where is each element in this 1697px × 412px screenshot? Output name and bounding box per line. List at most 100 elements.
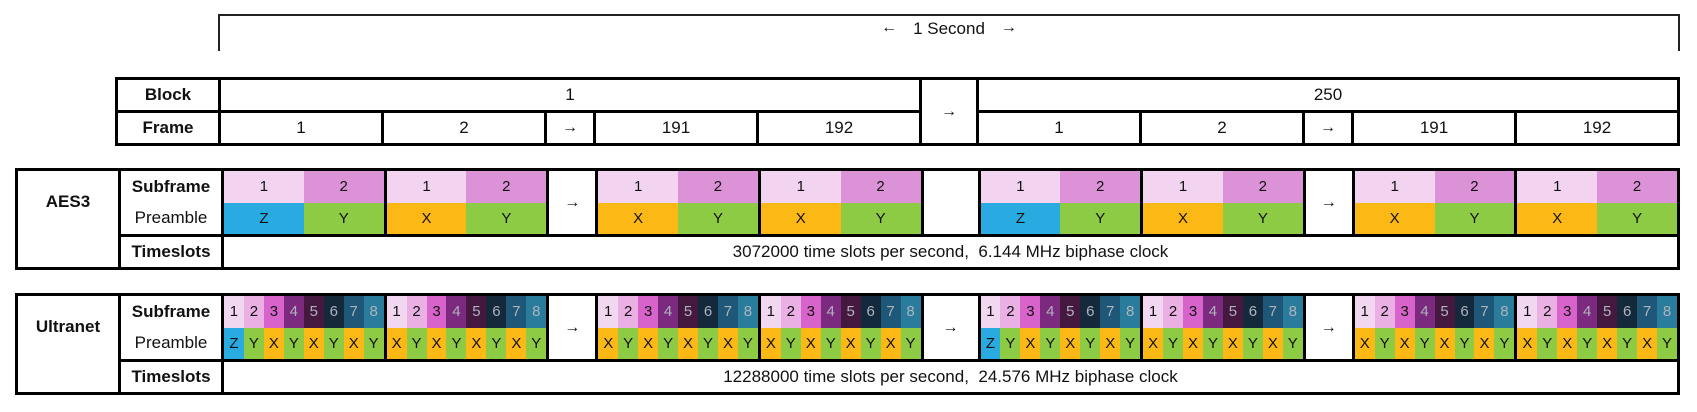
preamble-row-label: Preamble bbox=[134, 208, 208, 228]
ultranet-timeslots-text: 12288000 time slots per second, 24.576 M… bbox=[224, 362, 1677, 392]
frame-separator-arrow-icon: → bbox=[547, 113, 593, 143]
preamble-cell: Y bbox=[860, 327, 881, 359]
frame-cell: 1 bbox=[979, 113, 1139, 143]
subframe-number-cell: 3 bbox=[1394, 296, 1415, 328]
subframe-number-cell: 8 bbox=[737, 296, 758, 328]
subframe-number-cell: 6 bbox=[486, 296, 507, 328]
preamble-cell: Y bbox=[1597, 202, 1677, 234]
preamble-cell: X bbox=[1434, 327, 1455, 359]
subframe-number-cell: 8 bbox=[1282, 296, 1303, 328]
subframe-number-cell: 2 bbox=[1163, 296, 1184, 328]
preamble-cell: X bbox=[1557, 327, 1578, 359]
subframe-number-cell: 8 bbox=[1657, 296, 1677, 328]
subframe-number-cell: 6 bbox=[1242, 296, 1263, 328]
block-frame-table: Block Frame 1 → 250 1 2 → 191 192 1 2 → … bbox=[115, 77, 1680, 146]
subframe-row-label: Subframe bbox=[131, 301, 211, 321]
subframe-number-cell: 4 bbox=[1202, 296, 1223, 328]
subframe-number-cell: 5 bbox=[1060, 296, 1081, 328]
subframe-number-cell: 1 bbox=[598, 296, 619, 328]
subframe-number-cell: 4 bbox=[658, 296, 679, 328]
preamble-cell: X bbox=[1354, 202, 1435, 234]
preamble-cell: X bbox=[1262, 327, 1283, 359]
subframe-number-cell: 8 bbox=[526, 296, 547, 328]
one-second-bracket: ← 1 Second → bbox=[218, 14, 1680, 51]
subframe-number-cell: 2 bbox=[618, 296, 639, 328]
subframe-number-cell: 7 bbox=[343, 296, 364, 328]
preamble-cell: Y bbox=[1434, 202, 1515, 234]
preamble-cell: Y bbox=[446, 327, 467, 359]
subframe-number-cell: 2 bbox=[1222, 171, 1303, 203]
subframe-number-cell: 1 bbox=[386, 171, 467, 203]
subframe-number-cell: 7 bbox=[1637, 296, 1658, 328]
frame-cell: 2 bbox=[1142, 113, 1302, 143]
frame-row-label: Frame bbox=[118, 113, 218, 143]
preamble-cell: X bbox=[1143, 202, 1223, 234]
arrow-separator-icon: → bbox=[1305, 296, 1352, 359]
preamble-cell: X bbox=[1517, 202, 1598, 234]
subframe-number-cell: 7 bbox=[506, 296, 527, 328]
preamble-cell: Y bbox=[1163, 327, 1184, 359]
frame-cell: 191 bbox=[596, 113, 756, 143]
right-arrow-icon: → bbox=[1000, 19, 1017, 36]
preamble-cell: Y bbox=[303, 202, 384, 234]
subframe-number-cell: 4 bbox=[1414, 296, 1435, 328]
preamble-cell: Y bbox=[526, 327, 547, 359]
preamble-cell: X bbox=[1143, 327, 1164, 359]
preamble-cell: Y bbox=[678, 202, 758, 234]
preamble-cell: X bbox=[760, 327, 781, 359]
preamble-cell: Y bbox=[1494, 327, 1515, 359]
subframe-number-cell: 1 bbox=[386, 296, 407, 328]
frame-cell: 192 bbox=[759, 113, 919, 143]
preamble-cell: Y bbox=[1537, 327, 1558, 359]
arrow-separator-icon: → bbox=[923, 296, 978, 359]
preamble-cell: Y bbox=[658, 327, 679, 359]
preamble-cell: Y bbox=[1617, 327, 1638, 359]
preamble-cell: Y bbox=[737, 327, 758, 359]
preamble-cell: X bbox=[840, 327, 861, 359]
subframe-number-cell: 1 bbox=[224, 171, 304, 203]
preamble-cell: Y bbox=[1657, 327, 1677, 359]
subframe-number-cell: 1 bbox=[1517, 171, 1598, 203]
subframe-number-cell: 2 bbox=[840, 171, 921, 203]
subframe-number-cell: 7 bbox=[1474, 296, 1495, 328]
subframe-number-cell: 6 bbox=[1454, 296, 1475, 328]
preamble-cell: Y bbox=[466, 202, 547, 234]
preamble-cell: Y bbox=[1242, 327, 1263, 359]
subframe-number-cell: 2 bbox=[1374, 296, 1395, 328]
subframe-number-cell: 7 bbox=[1100, 296, 1121, 328]
subframe-number-cell: 7 bbox=[880, 296, 901, 328]
preamble-cell: X bbox=[598, 202, 679, 234]
subframe-number-cell: 1 bbox=[760, 296, 781, 328]
preamble-cell: X bbox=[1183, 327, 1203, 359]
subframe-number-cell: 5 bbox=[1434, 296, 1455, 328]
preamble-cell: X bbox=[598, 327, 619, 359]
preamble-cell: Y bbox=[618, 327, 639, 359]
preamble-cell: X bbox=[506, 327, 527, 359]
timeslots-row-label: Timeslots bbox=[121, 362, 221, 392]
preamble-cell: Y bbox=[780, 327, 801, 359]
subframe-number-cell: 1 bbox=[598, 171, 679, 203]
preamble-cell: Y bbox=[1414, 327, 1435, 359]
preamble-cell: Z bbox=[224, 202, 304, 234]
subframe-number-cell: 2 bbox=[1434, 171, 1515, 203]
preamble-cell: Y bbox=[1040, 327, 1061, 359]
subframe-number-cell: 5 bbox=[466, 296, 487, 328]
preamble-cell: Y bbox=[1000, 327, 1021, 359]
subframe-number-cell: 2 bbox=[1060, 171, 1141, 203]
subframe-number-cell: 7 bbox=[717, 296, 738, 328]
preamble-cell: X bbox=[1517, 327, 1538, 359]
preamble-row-label: Preamble bbox=[134, 333, 208, 353]
preamble-cell: X bbox=[1637, 327, 1658, 359]
preamble-cell: Y bbox=[1120, 327, 1141, 359]
arrow-separator-icon: → bbox=[1305, 171, 1352, 234]
subframe-row-label: Subframe bbox=[131, 176, 211, 196]
preamble-cell: X bbox=[678, 327, 699, 359]
ultranet-table: Ultranet Subframe Preamble Timeslots 122… bbox=[15, 293, 1680, 395]
